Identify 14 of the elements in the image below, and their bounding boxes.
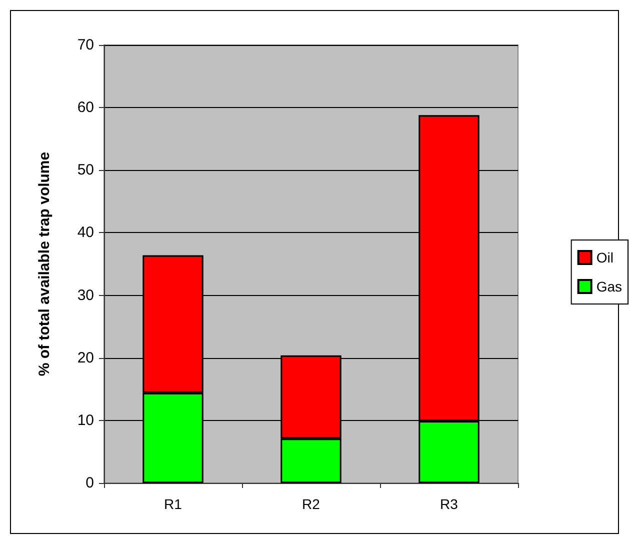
y-tick-label: 70 — [77, 36, 94, 54]
y-tick-label: 10 — [77, 412, 94, 429]
x-tick-label: R2 — [302, 496, 320, 512]
x-tick-label: R1 — [164, 496, 182, 512]
legend-label: Gas — [596, 278, 622, 294]
y-tick-label: 50 — [77, 162, 94, 179]
legend-label: Oil — [596, 250, 614, 266]
x-tick-label: R3 — [440, 496, 458, 512]
y-tick-label: 30 — [77, 286, 94, 304]
y-tick-label: 40 — [77, 224, 94, 242]
y-tick-label: 0 — [86, 474, 94, 492]
y-tick-label: 60 — [77, 99, 94, 116]
y-axis-title: % of total available trap volume — [36, 152, 53, 376]
y-tick-label: 20 — [77, 349, 94, 366]
